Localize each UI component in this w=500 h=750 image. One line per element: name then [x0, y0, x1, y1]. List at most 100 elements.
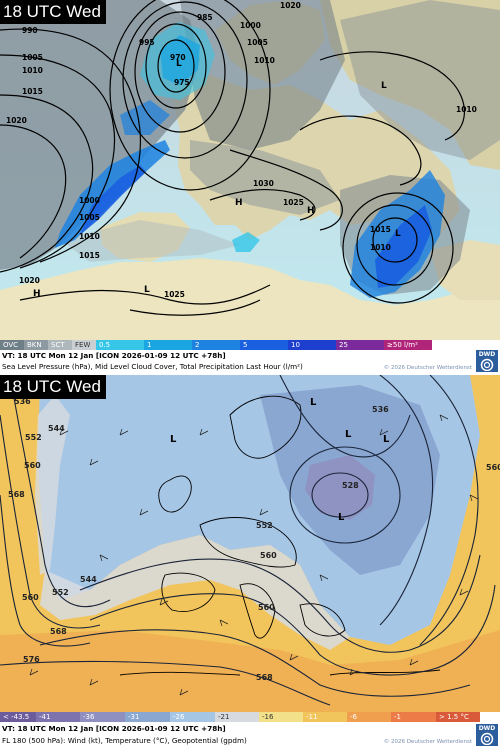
dwd-logo: DWD [476, 350, 498, 372]
info-bar: VT: 18 UTC Mon 12 Jan [ICON 2026-01-09 1… [0, 722, 500, 750]
dwd-logo-text: DWD [478, 351, 496, 358]
isobar-label: 1020 [19, 276, 40, 285]
contour-label: 528 [342, 481, 359, 490]
isobar-label: 1030 [253, 179, 274, 188]
isobar-label: 1025 [283, 198, 304, 207]
isobar-label: 990 [22, 26, 38, 35]
copyright: © 2026 Deutscher Wetterdienst [383, 739, 472, 745]
isobar-label: 1020 [280, 1, 301, 10]
valid-time-line: VT: 18 UTC Mon 12 Jan [ICON 2026-01-09 1… [2, 724, 226, 733]
valid-time-badge: 18 UTC Wed [0, 0, 106, 24]
isobar-label: 1005 [79, 213, 100, 222]
contour-label: 576 [23, 655, 40, 664]
upper-air-centers: L L L L L [170, 397, 390, 523]
cloud-cover-mediterranean [60, 220, 240, 262]
isobar-label: 1000 [79, 196, 100, 205]
low-center: L [383, 434, 390, 445]
contour-label: 560 [486, 463, 500, 472]
warm-south [0, 630, 500, 712]
legend-class-7: -11 [303, 712, 347, 722]
isobar-label: 1010 [22, 66, 43, 75]
coastlines [119, 395, 441, 676]
legend-class-7: 5 [240, 340, 288, 350]
dwd-logo: DWD [476, 724, 498, 746]
copyright: © 2026 Deutscher Wetterdienst [383, 365, 472, 371]
contour-label: 536 [14, 397, 31, 406]
transition-west [35, 395, 70, 575]
precip-north-band [120, 100, 170, 135]
temperature-legend: < -43.5 -41 -36 -31 -26 -21 -16 -11 -6 -1 > 1.5 °C [0, 712, 480, 722]
wind-barbs [29, 414, 479, 696]
isobar-lines [0, 0, 465, 316]
legend-class-9: 25 [336, 340, 384, 350]
contour-label: 568 [256, 673, 273, 682]
contour-label: 560 [24, 461, 41, 470]
isobar-label: 1015 [22, 87, 43, 96]
isobar-label: 1010 [79, 232, 100, 241]
pressure-center: H [307, 206, 315, 216]
pressure-center: L [176, 59, 182, 69]
low-center: L [345, 429, 352, 440]
isobar-labels: 990 1005 1010 1015 1020 995 985 970 975 1000 1005 1… [6, 1, 477, 299]
dwd-swirl-icon [480, 358, 494, 371]
precip-legend: OVC BKN SCT FEW 0.5 1 2 5 10 25 ≥50 l/m² [0, 340, 432, 350]
precip-band-front-core [80, 165, 146, 235]
legend-class-1: -41 [36, 712, 80, 722]
legend-class-8: -6 [347, 712, 391, 722]
contour-label: 544 [80, 575, 97, 584]
contour-labels: 536 544 552 560 568 536 528 552 560 560 544 552 560 5… [8, 397, 500, 682]
dwd-swirl-icon [480, 732, 494, 745]
legend-class-3: -31 [125, 712, 170, 722]
legend-class-3: FEW [72, 340, 96, 350]
surface-pressure-panel: 990 1005 1010 1015 1020 995 985 970 975 1000 1005 1… [0, 0, 500, 375]
low-center: L [310, 397, 317, 408]
low-center: L [338, 512, 345, 523]
legend-class-5: -21 [215, 712, 259, 722]
legend-class-8: 10 [288, 340, 336, 350]
contour-label: 536 [372, 405, 389, 414]
isobar-label: 970 [170, 53, 186, 62]
isobar-label: 1015 [79, 251, 100, 260]
legend-class-0: OVC [0, 340, 24, 350]
pressure-center: L [144, 285, 150, 295]
precip-low-core [160, 35, 200, 85]
isobar-label: 1010 [370, 243, 391, 252]
pressure-center: L [381, 81, 387, 91]
geopotential-contours [0, 375, 496, 706]
low-center: L [170, 434, 177, 445]
contour-label: 560 [258, 603, 275, 612]
contour-label: 560 [22, 593, 39, 602]
coldest-core [305, 455, 375, 520]
dwd-logo-text: DWD [478, 725, 496, 732]
russia-land [320, 0, 500, 170]
info-bar: VT: 18 UTC Mon 12 Jan [ICON 2026-01-09 1… [0, 350, 500, 375]
valid-time-line: VT: 18 UTC Mon 12 Jan [ICON 2026-01-09 1… [2, 351, 226, 360]
iberia-land [100, 212, 190, 262]
cloud-cover-east [340, 0, 500, 160]
legend-class-9: -1 [391, 712, 436, 722]
contour-label: 568 [50, 627, 67, 636]
transition-zone [40, 535, 350, 650]
legend-class-6: -16 [259, 712, 303, 722]
contour-label: 552 [52, 588, 69, 597]
legend-class-2: SCT [48, 340, 72, 350]
chart-description: Sea Level Pressure (hPa), Mid Level Clou… [2, 362, 303, 371]
legend-class-0: < -43.5 [0, 712, 36, 722]
isobar-label: 1010 [456, 105, 477, 114]
isobar-label: 995 [139, 38, 155, 47]
chart-description: FL 180 (500 hPa): Wind (kt), Temperature… [2, 736, 247, 745]
isobar-label: 1010 [254, 56, 275, 65]
contour-label: 560 [260, 551, 277, 560]
legend-class-4: 0.5 [96, 340, 144, 350]
legend-class-6: 2 [192, 340, 240, 350]
precip-balkans-core [375, 205, 432, 288]
pressure-center: H [33, 289, 41, 299]
contour-label: 568 [8, 490, 25, 499]
isobar-label: 1005 [247, 38, 268, 47]
valid-time-badge: 18 UTC Wed [0, 375, 106, 399]
legend-class-1: BKN [24, 340, 48, 350]
contour-label: 552 [256, 521, 273, 530]
pressure-center: L [395, 229, 401, 239]
upper-air-map: 536 544 552 560 568 536 528 552 560 560 544 552 560 5… [0, 375, 500, 712]
precip-alps [232, 232, 260, 252]
